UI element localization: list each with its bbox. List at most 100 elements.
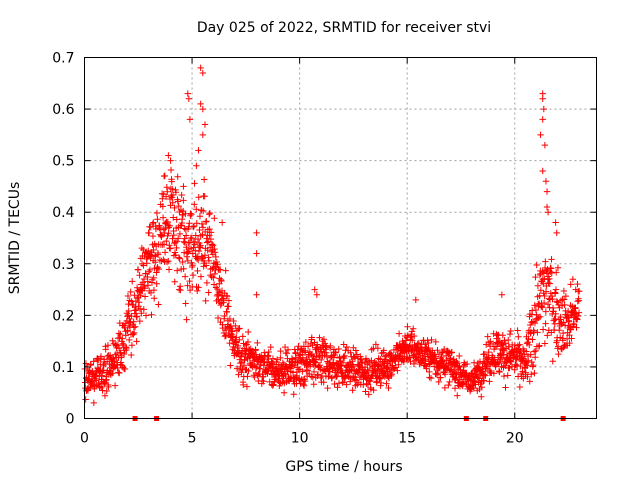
data-point: [542, 308, 550, 315]
data-point: [151, 295, 158, 302]
data-point: [365, 391, 372, 398]
data-point: [191, 180, 198, 187]
data-point: [539, 326, 547, 333]
data-point: [364, 366, 371, 374]
data-point: [195, 284, 202, 291]
data-point: [236, 325, 243, 332]
data-point: [299, 354, 307, 361]
data-point: [479, 363, 486, 371]
data-point: [519, 368, 526, 375]
data-point: [136, 305, 144, 312]
data-point: [352, 347, 360, 354]
data-point: [270, 381, 277, 388]
data-point: [482, 372, 489, 379]
data-point-outlier: [197, 64, 204, 72]
data-point-outlier: [543, 188, 551, 195]
data-point: [180, 197, 187, 204]
data-point-outlier: [311, 286, 318, 293]
data-point: [175, 202, 182, 210]
data-point: [193, 206, 200, 213]
data-point: [202, 297, 209, 305]
data-point: [504, 372, 511, 379]
data-point: [167, 245, 174, 252]
data-point-outlier: [218, 219, 226, 226]
data-point: [362, 388, 369, 395]
data-point: [150, 274, 157, 282]
data-point: [535, 314, 542, 322]
data-point: [215, 296, 222, 303]
data-point: [206, 209, 214, 217]
data-point: [174, 267, 181, 274]
data-point: [232, 322, 239, 330]
data-point: [422, 356, 429, 364]
data-point: [89, 368, 96, 375]
y-axis-label: SRMTID / TECUs: [7, 182, 23, 295]
data-point: [531, 348, 538, 355]
data-point: [463, 360, 471, 368]
data-point: [172, 189, 180, 196]
data-point: [502, 384, 509, 391]
data-point: [343, 343, 350, 351]
data-point: [130, 331, 137, 338]
data-point: [534, 329, 541, 336]
data-point: [520, 375, 527, 382]
data-point: [534, 282, 542, 289]
data-point: [200, 176, 208, 183]
data-point: [189, 271, 197, 279]
data-point: [175, 254, 183, 261]
data-point: [124, 292, 132, 300]
data-point: [154, 216, 161, 223]
y-tick-label: 0.7: [52, 51, 74, 67]
data-point: [557, 297, 565, 304]
data-point-outlier: [195, 147, 202, 154]
data-point: [86, 369, 94, 376]
data-point: [395, 330, 403, 337]
data-point: [383, 380, 390, 387]
data-point: [432, 353, 439, 360]
data-point: [159, 195, 166, 202]
data-point: [193, 220, 200, 227]
data-point: [233, 365, 241, 372]
data-point: [406, 354, 413, 362]
data-point: [168, 178, 175, 185]
data-point: [114, 364, 121, 372]
data-point: [203, 279, 211, 287]
data-point: [545, 279, 552, 287]
data-point-outlier: [253, 250, 260, 257]
data-point: [151, 259, 159, 266]
data-point: [381, 353, 389, 361]
data-point: [317, 356, 325, 364]
data-point: [240, 381, 247, 389]
data-point-outlier: [185, 95, 193, 102]
data-point: [496, 368, 503, 376]
data-point: [312, 359, 320, 366]
data-point: [300, 382, 308, 389]
data-point: [197, 273, 205, 280]
data-point: [570, 321, 578, 328]
data-point: [374, 345, 382, 352]
data-point: [364, 381, 372, 388]
data-point: [218, 277, 225, 285]
data-point: [205, 289, 212, 296]
data-point: [553, 269, 560, 276]
data-point: [155, 301, 162, 308]
data-point-outlier: [567, 281, 574, 288]
data-point: [198, 220, 206, 228]
data-point: [238, 369, 245, 376]
data-point: [90, 358, 97, 365]
data-point: [159, 214, 167, 221]
data-point-outlier: [199, 131, 207, 139]
data-point: [125, 300, 132, 308]
data-point: [528, 358, 535, 366]
data-point: [323, 343, 330, 351]
data-point: [517, 362, 524, 370]
data-point: [116, 369, 123, 377]
data-point: [260, 378, 267, 385]
data-point: [353, 351, 361, 358]
data-point: [138, 310, 145, 317]
data-point: [411, 332, 418, 340]
data-point: [166, 222, 173, 230]
data-point: [127, 288, 134, 296]
data-point: [415, 339, 423, 347]
data-point: [441, 384, 449, 392]
